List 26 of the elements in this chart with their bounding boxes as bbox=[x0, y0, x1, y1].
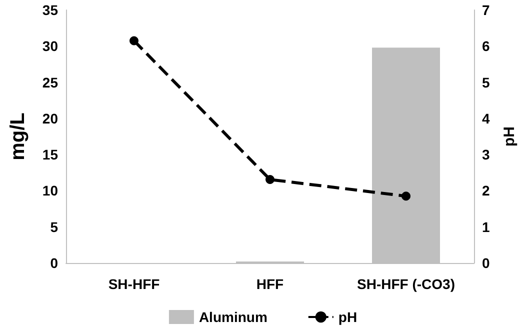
y-tick-label: 30 bbox=[42, 38, 58, 54]
y2-axis-title: pH bbox=[501, 126, 518, 146]
y2-tick-label: 6 bbox=[482, 38, 490, 54]
point bbox=[402, 192, 410, 201]
x-tick-label: HFF bbox=[256, 276, 284, 292]
point bbox=[130, 36, 138, 46]
y2-tick-label: 5 bbox=[482, 74, 490, 90]
legend-label: pH bbox=[338, 309, 358, 325]
y2-tick-label: 3 bbox=[482, 146, 490, 163]
y2-tick-label: 7 bbox=[482, 2, 490, 18]
y2-tick-label: 2 bbox=[482, 182, 490, 199]
y2-tick-label: 1 bbox=[482, 218, 490, 235]
legend-label: Aluminum bbox=[198, 309, 268, 325]
x-tick-label: SH-HFF (-CO3) bbox=[357, 276, 455, 292]
y-tick-label: 25 bbox=[42, 74, 58, 90]
y-tick-label: 10 bbox=[42, 182, 58, 199]
y-axis-title: mg/L bbox=[7, 112, 29, 160]
x-tick-label: SH-HFF bbox=[108, 276, 160, 292]
y-tick-label: 0 bbox=[50, 255, 58, 271]
y-tick-label: 15 bbox=[42, 146, 58, 163]
y-tick-label: 20 bbox=[42, 110, 58, 126]
y2-tick-label: 0 bbox=[482, 255, 490, 271]
y-tick-label: 5 bbox=[50, 218, 58, 235]
y2-tick-label: 4 bbox=[482, 110, 490, 126]
point bbox=[266, 175, 274, 184]
y-tick-label: 35 bbox=[42, 2, 58, 18]
